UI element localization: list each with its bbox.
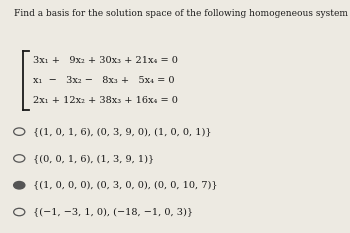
Text: {(0, 0, 1, 6), (1, 3, 9, 1)}: {(0, 0, 1, 6), (1, 3, 9, 1)} xyxy=(33,154,154,163)
Text: 2x₁ + 12x₂ + 38x₃ + 16x₄ = 0: 2x₁ + 12x₂ + 38x₃ + 16x₄ = 0 xyxy=(33,96,178,105)
Text: x₁  −   3x₂ −   8x₃ +   5x₄ = 0: x₁ − 3x₂ − 8x₃ + 5x₄ = 0 xyxy=(33,76,175,85)
Circle shape xyxy=(14,182,25,189)
Text: {(1, 0, 1, 6), (0, 3, 9, 0), (1, 0, 0, 1)}: {(1, 0, 1, 6), (0, 3, 9, 0), (1, 0, 0, 1… xyxy=(33,127,212,136)
Text: Find a basis for the solution space of the following homogeneous system of linea: Find a basis for the solution space of t… xyxy=(14,9,350,18)
Text: 3x₁ +   9x₂ + 30x₃ + 21x₄ = 0: 3x₁ + 9x₂ + 30x₃ + 21x₄ = 0 xyxy=(33,56,178,65)
Text: {(−1, −3, 1, 0), (−18, −1, 0, 3)}: {(−1, −3, 1, 0), (−18, −1, 0, 3)} xyxy=(33,208,193,216)
Text: {(1, 0, 0, 0), (0, 3, 0, 0), (0, 0, 10, 7)}: {(1, 0, 0, 0), (0, 3, 0, 0), (0, 0, 10, … xyxy=(33,181,218,190)
